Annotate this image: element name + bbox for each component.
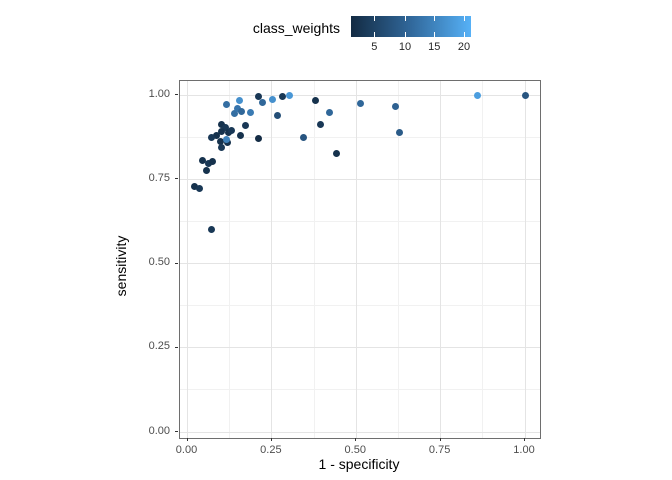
y-tick-label: 0.25	[148, 340, 170, 353]
data-point	[255, 92, 263, 100]
data-point	[392, 102, 400, 110]
data-point	[207, 133, 215, 141]
x-tick-mark	[270, 438, 272, 441]
x-tick-label: 0.00	[175, 444, 198, 456]
data-point	[213, 132, 221, 140]
gridline-major	[180, 263, 540, 264]
x-axis-title: 1 - specificity	[318, 456, 400, 472]
y-tick-label: 0.50	[148, 256, 170, 268]
gridline-minor	[229, 81, 231, 438]
data-point	[269, 95, 277, 103]
x-tick-label: 0.25	[260, 444, 282, 456]
x-tick-mark	[186, 438, 188, 441]
data-point	[279, 93, 287, 101]
y-axis-title: sensitivity	[113, 235, 129, 297]
y-tick-mark	[175, 178, 178, 180]
gridline-minor	[313, 81, 315, 438]
y-tick-mark	[175, 94, 178, 95]
data-point	[357, 100, 365, 108]
data-point	[204, 159, 212, 167]
gridline-major	[271, 81, 273, 438]
data-point	[196, 185, 204, 193]
gridline-minor	[397, 81, 399, 438]
data-point	[521, 91, 529, 99]
y-tick-label: 0.75	[148, 171, 170, 184]
data-point	[473, 91, 481, 99]
gridline-major	[180, 94, 540, 96]
legend-tick-label: 5	[371, 41, 378, 53]
data-point	[258, 98, 266, 106]
data-point	[274, 111, 282, 119]
data-point	[223, 100, 231, 108]
data-point	[312, 96, 320, 104]
data-point	[217, 128, 225, 136]
legend-tick-label: 15	[428, 41, 441, 53]
data-point	[209, 158, 217, 166]
gridline-major	[180, 431, 540, 433]
gridline-major	[180, 347, 540, 349]
data-point	[199, 157, 207, 165]
data-point	[300, 133, 308, 141]
data-point	[238, 108, 245, 115]
data-point	[202, 167, 210, 175]
data-point	[326, 109, 334, 117]
data-point	[234, 104, 242, 112]
legend-tick-label: 20	[457, 41, 471, 53]
y-tick-mark	[175, 262, 178, 264]
x-tick-mark	[524, 438, 525, 441]
y-tick-mark	[175, 346, 178, 348]
data-point	[395, 129, 403, 137]
data-point	[207, 226, 215, 234]
data-point	[217, 143, 225, 151]
x-tick-label: 1.00	[513, 444, 535, 456]
gridline-minor	[180, 136, 540, 138]
data-point	[316, 120, 324, 128]
x-tick-label: 0.50	[344, 444, 366, 456]
legend-tick-mark	[463, 16, 465, 21]
data-point	[222, 124, 230, 132]
data-point	[217, 138, 225, 145]
legend-tick-mark	[373, 32, 375, 37]
y-tick-label: 1.00	[148, 87, 170, 100]
data-point	[247, 109, 255, 117]
gridline-minor	[180, 389, 540, 391]
gridline-major	[187, 81, 188, 438]
legend-tick-label: 10	[398, 41, 412, 53]
gridline-major	[355, 81, 357, 438]
legend-tick-mark	[433, 16, 435, 21]
x-tick-mark	[355, 438, 357, 441]
legend-title: class_weights	[252, 20, 340, 36]
legend-tick-mark	[404, 16, 406, 21]
data-point	[236, 131, 244, 139]
legend-tick-mark	[433, 32, 435, 37]
data-point	[241, 121, 249, 129]
y-tick-label: 0.00	[148, 424, 170, 437]
gridline-major	[440, 81, 442, 438]
data-point	[231, 110, 239, 118]
legend-tick-mark	[373, 16, 375, 21]
legend-colorbar	[351, 16, 471, 37]
y-tick-mark	[175, 431, 178, 432]
legend-tick-mark	[463, 32, 465, 37]
data-point	[218, 121, 226, 129]
data-point	[235, 96, 243, 104]
gridline-major	[524, 81, 526, 438]
data-point	[332, 150, 340, 158]
data-point	[191, 183, 199, 191]
legend-tick-mark	[404, 32, 406, 37]
data-point	[222, 135, 230, 143]
gridline-major	[180, 178, 540, 180]
data-point	[255, 135, 263, 143]
data-point	[285, 91, 293, 99]
data-point	[228, 126, 236, 134]
gridline-minor	[482, 81, 484, 438]
plot-panel	[179, 80, 541, 439]
gridline-minor	[180, 305, 540, 307]
x-tick-label: 0.75	[428, 444, 451, 456]
x-tick-mark	[439, 438, 441, 441]
gridline-minor	[180, 220, 540, 222]
